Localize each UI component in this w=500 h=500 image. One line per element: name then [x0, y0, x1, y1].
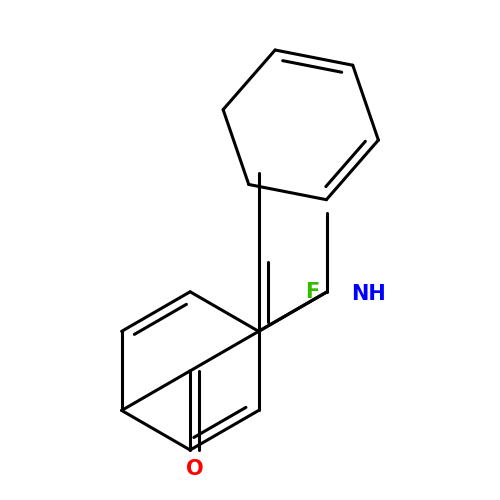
Text: NH: NH [351, 284, 386, 304]
Text: O: O [186, 459, 204, 479]
Text: F: F [306, 282, 320, 302]
